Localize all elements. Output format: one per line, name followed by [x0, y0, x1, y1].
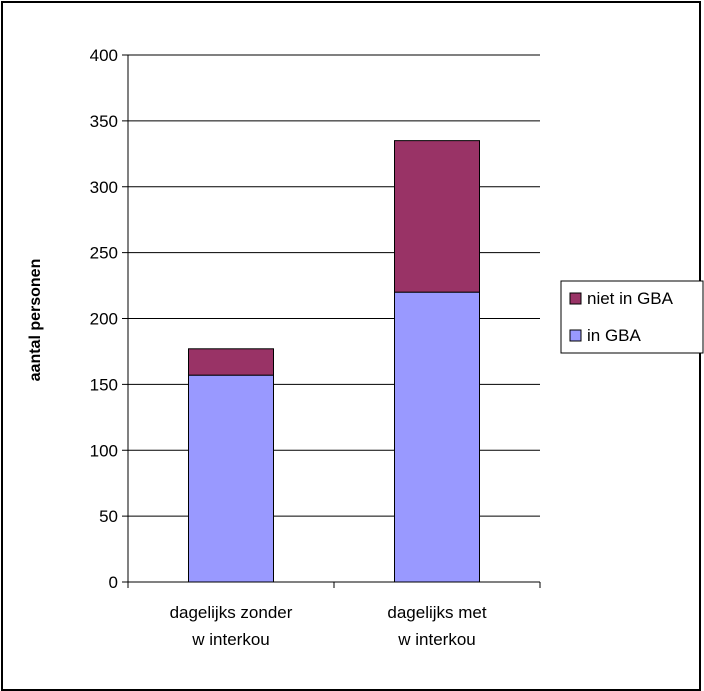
bar-in-gba — [394, 291, 480, 583]
legend-swatch — [569, 329, 582, 342]
stacked-bar-chart: 0 50 100 150 200 250 300 350 400 dagelijks zonde… — [27, 46, 704, 649]
x-tick-label: w interkou — [397, 630, 475, 649]
legend-label: niet in GBA — [587, 289, 674, 308]
bar-niet-in-gba — [188, 348, 274, 376]
y-tick-label: 250 — [90, 244, 118, 263]
y-tick-label: 0 — [109, 573, 118, 592]
y-tick-label: 50 — [99, 507, 118, 526]
y-tick-label: 400 — [90, 46, 118, 65]
y-axis-label: aantal personen — [27, 259, 44, 382]
bar-niet-in-gba — [394, 140, 480, 293]
bars — [188, 140, 480, 583]
y-tick-label: 300 — [90, 178, 118, 197]
bar-in-gba — [188, 374, 274, 583]
legend-box — [560, 280, 704, 354]
x-tick-label: w interkou — [191, 630, 269, 649]
x-tick-labels: dagelijks zonder w interkou dagelijks met w… — [170, 603, 487, 649]
y-tick-label: 200 — [90, 310, 118, 329]
legend-label: in GBA — [587, 326, 642, 345]
legend: niet in GBA in GBA — [560, 280, 704, 354]
legend-swatch — [569, 292, 582, 305]
y-tick-label: 150 — [90, 375, 118, 394]
y-tick-label: 350 — [90, 112, 118, 131]
x-tick-label: dagelijks met — [387, 603, 486, 622]
y-tick-labels: 0 50 100 150 200 250 300 350 400 — [90, 46, 118, 592]
x-tick-label: dagelijks zonder — [170, 603, 293, 622]
y-tick-label: 100 — [90, 441, 118, 460]
